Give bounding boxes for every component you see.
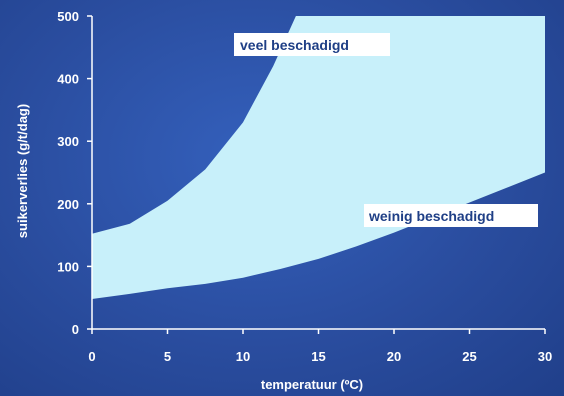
x-tick-label: 25 bbox=[462, 349, 476, 364]
annotation-text: veel beschadigd bbox=[240, 37, 349, 53]
x-tick-label: 20 bbox=[387, 349, 401, 364]
damage-band-area bbox=[92, 16, 545, 299]
annotation-box bbox=[364, 204, 538, 227]
annotation-veel-beschadigd: veel beschadigd bbox=[234, 33, 390, 56]
x-tick-label: 0 bbox=[88, 349, 95, 364]
y-tick-label: 100 bbox=[57, 259, 79, 274]
y-tick-label: 0 bbox=[72, 322, 79, 337]
y-tick-label: 300 bbox=[57, 134, 79, 149]
y-axis-ticks: 0 100 200 300 400 500 bbox=[57, 9, 92, 337]
x-tick-label: 5 bbox=[164, 349, 171, 364]
x-axis-title: temperatuur (ºC) bbox=[261, 377, 363, 392]
annotation-text: weinig beschadigd bbox=[368, 208, 494, 224]
y-tick-label: 400 bbox=[57, 72, 79, 87]
plot-area bbox=[92, 16, 545, 299]
annotation-weinig-beschadigd: weinig beschadigd bbox=[364, 204, 538, 227]
y-tick-label: 500 bbox=[57, 9, 79, 24]
y-tick-label: 200 bbox=[57, 197, 79, 212]
annotation-box bbox=[234, 33, 390, 56]
x-axis-ticks: 0 5 10 15 20 25 30 bbox=[88, 329, 552, 364]
y-axis-title: suikerverlies (g/t/dag) bbox=[15, 104, 30, 238]
x-tick-label: 10 bbox=[236, 349, 250, 364]
x-tick-label: 30 bbox=[538, 349, 552, 364]
x-tick-label: 15 bbox=[311, 349, 325, 364]
